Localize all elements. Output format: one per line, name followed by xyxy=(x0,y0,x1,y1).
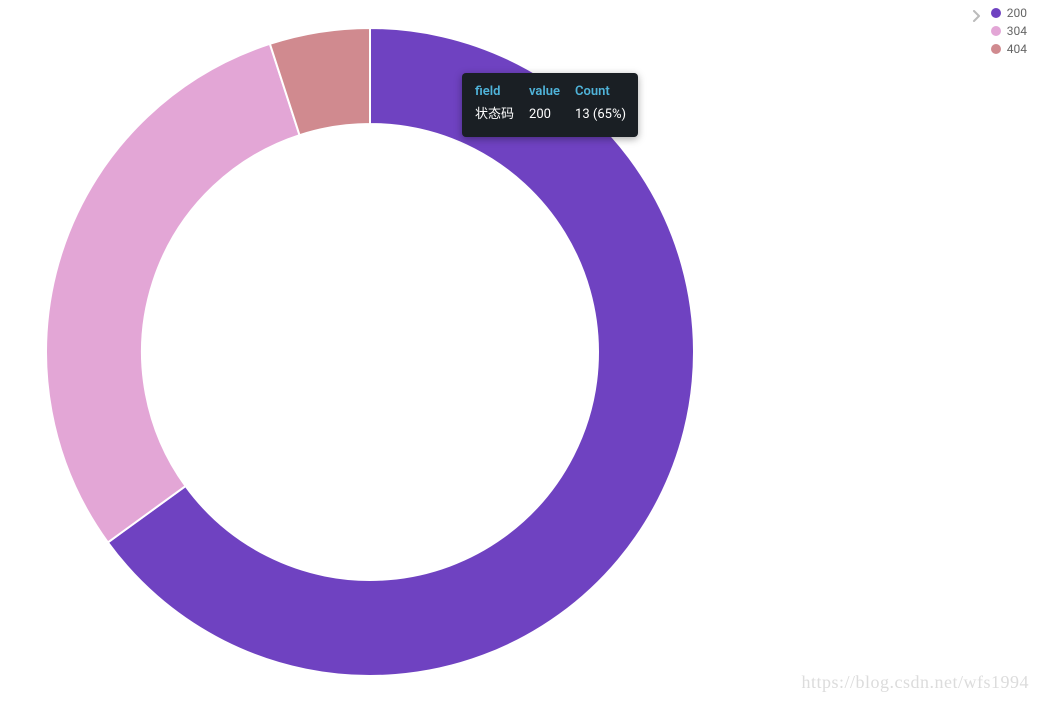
watermark: https://blog.csdn.net/wfs1994 xyxy=(802,672,1030,693)
legend-collapse-button[interactable] xyxy=(969,8,985,24)
legend-label: 304 xyxy=(1007,24,1027,38)
legend-item-200[interactable]: 200 xyxy=(991,6,1027,20)
donut-slice-304[interactable] xyxy=(46,44,300,543)
legend-label: 200 xyxy=(1007,6,1027,20)
donut-chart[interactable] xyxy=(0,0,1045,703)
legend-item-304[interactable]: 304 xyxy=(991,24,1027,38)
legend: 200 304 404 xyxy=(991,6,1027,60)
legend-label: 404 xyxy=(1007,42,1027,56)
chevron-right-icon xyxy=(971,10,983,22)
legend-dot-icon xyxy=(991,44,1001,54)
donut-svg xyxy=(0,0,1045,703)
legend-dot-icon xyxy=(991,8,1001,18)
legend-item-404[interactable]: 404 xyxy=(991,42,1027,56)
legend-dot-icon xyxy=(991,26,1001,36)
